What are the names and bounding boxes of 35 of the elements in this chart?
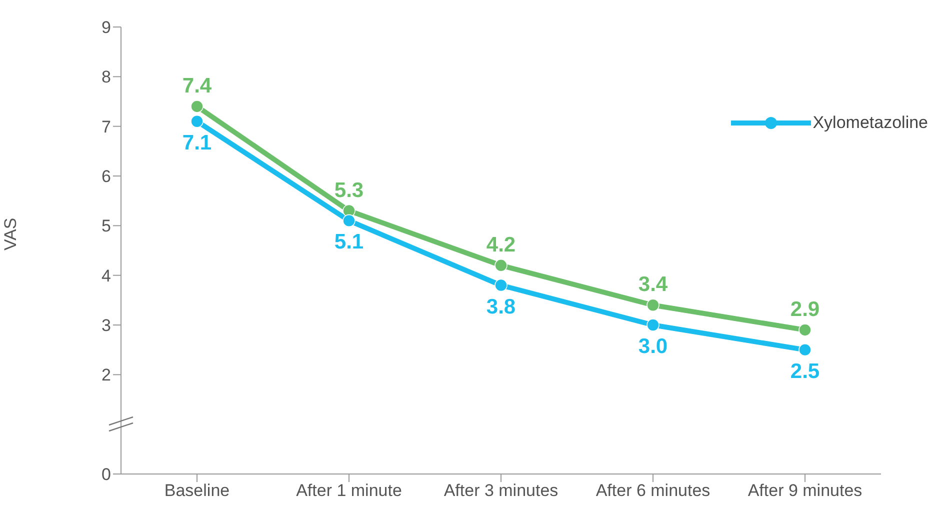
y-tick-label: 9 <box>102 18 111 38</box>
x-tick-label: After 1 minute <box>296 481 402 500</box>
y-tick-label: 5 <box>102 216 111 236</box>
x-tick-label: After 3 minutes <box>444 481 558 500</box>
y-tick-label: 6 <box>102 167 111 186</box>
y-tick-label: 4 <box>102 266 111 286</box>
data-label: 4.2 <box>486 233 516 256</box>
x-tick-label: After 6 minutes <box>596 481 710 500</box>
y-axis-title: VAS <box>1 218 20 250</box>
point <box>190 114 204 128</box>
point <box>798 343 812 356</box>
legend-label: Xylometazoline <box>812 113 929 133</box>
y-tick-label: 7 <box>102 117 111 136</box>
point <box>798 324 812 336</box>
data-label: 5.3 <box>334 178 364 202</box>
x-tick-label: After 9 minutes <box>748 481 862 500</box>
data-label: 2.5 <box>790 360 820 383</box>
point <box>646 318 660 332</box>
point <box>494 278 508 292</box>
data-label: 5.1 <box>334 230 364 254</box>
y-tick-label: 8 <box>102 68 111 87</box>
y-tick-label: 0 <box>102 465 111 484</box>
data-label: 3.4 <box>638 273 668 296</box>
y-tick-label: 2 <box>102 366 111 385</box>
data-label: 3.8 <box>486 295 516 318</box>
data-label: 7.1 <box>182 131 212 154</box>
data-label: 3.0 <box>638 335 668 358</box>
data-label: 7.4 <box>182 74 212 98</box>
x-tick-label: Baseline <box>164 481 230 500</box>
data-label: 2.9 <box>790 298 820 321</box>
point <box>190 100 204 113</box>
point <box>494 259 508 272</box>
y-tick-label: 3 <box>102 316 111 336</box>
point <box>646 298 660 312</box>
point <box>342 214 356 228</box>
